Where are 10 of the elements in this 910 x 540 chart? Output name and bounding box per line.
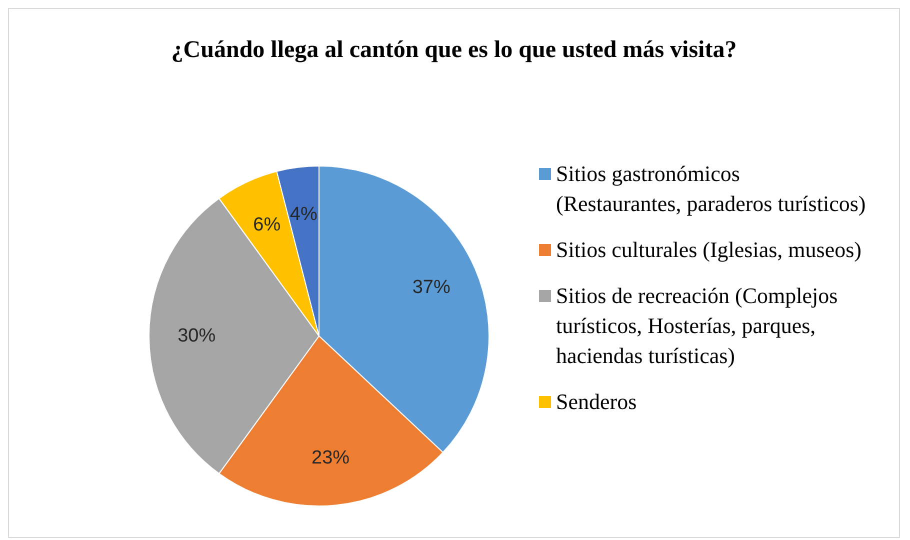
data-label: 4% [290,204,318,226]
data-label: 6% [253,214,281,236]
legend-label: Senderos [556,389,637,414]
legend-label: Sitios culturales (Iglesias, museos) [556,237,862,262]
chart-title: ¿Cuándo llega al cantón que es lo que usted más visita? [170,37,738,64]
legend-label: Sitios gastronómicos (Restaurantes, paraderos turísticos) [556,161,866,216]
data-label: 30% [178,326,216,346]
legend-label: Sitios de recreación (Complejos turísticos, Hosterías, parques, haciendas turísticas) [556,283,838,368]
data-label: 23% [312,447,350,468]
data-label: 37% [412,276,450,298]
